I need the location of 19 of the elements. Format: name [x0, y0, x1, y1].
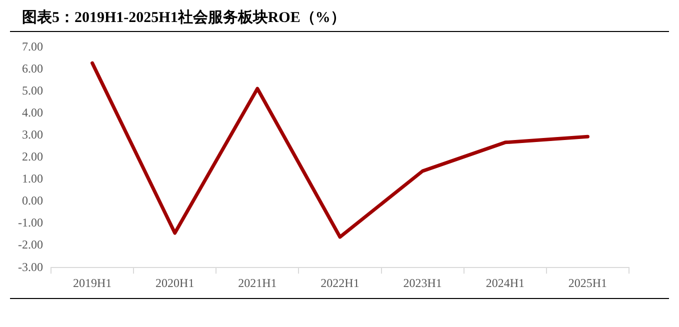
y-tick-label: 2.00 — [22, 150, 43, 164]
x-tick-label: 2023H1 — [403, 276, 442, 290]
y-tick-label: 4.00 — [22, 105, 43, 120]
x-tick-label: 2019H1 — [72, 276, 112, 290]
y-tick-label: 0.00 — [22, 194, 43, 208]
x-tick-label: 2022H1 — [320, 276, 360, 290]
y-tick-label: 7.00 — [22, 39, 43, 54]
y-tick-label: -2.00 — [18, 238, 43, 252]
y-tick-label: 1.00 — [22, 172, 43, 186]
y-tick-label: -3.00 — [18, 260, 43, 274]
chart-title: 图表5：2019H1-2025H1社会服务板块ROE（%） — [10, 6, 669, 32]
y-tick-label: -1.00 — [18, 216, 43, 230]
x-tick-label: 2024H1 — [486, 276, 524, 290]
y-tick-label: 3.00 — [22, 128, 43, 142]
y-tick-label: 5.00 — [22, 83, 43, 98]
x-tick-label: 2020H1 — [156, 276, 194, 290]
y-tick-label: 6.00 — [22, 61, 43, 76]
x-tick-label: 2021H1 — [238, 276, 277, 290]
x-tick-label: 2025H1 — [568, 276, 608, 290]
